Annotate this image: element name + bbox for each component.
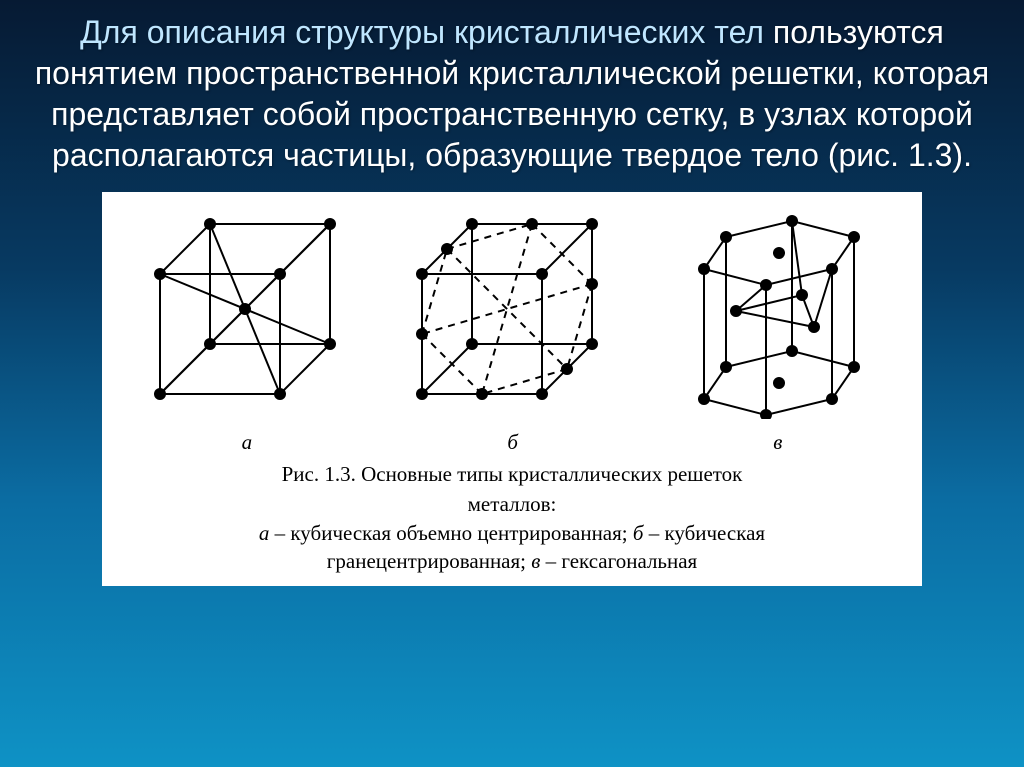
caption-c-prefix: в bbox=[531, 549, 540, 573]
figure-letters: а б в bbox=[114, 430, 910, 455]
caption-a-prefix: а bbox=[259, 521, 270, 545]
figure: а б в Рис. 1.3. Основные типы кристаллич… bbox=[102, 192, 922, 586]
slide: Для описания структуры кристаллических т… bbox=[0, 0, 1024, 767]
lattice-bcc bbox=[140, 204, 350, 419]
caption-line2: металлов: bbox=[114, 491, 910, 519]
lattice-fcc bbox=[402, 204, 612, 419]
caption-line1: Рис. 1.3. Основные типы кристаллических … bbox=[114, 461, 910, 489]
caption-line3: а – кубическая объемно центрированная; б… bbox=[259, 521, 765, 545]
caption-line4-text1: гранецентрированная; bbox=[327, 549, 531, 573]
lattice-hcp bbox=[664, 199, 884, 424]
lattice-row bbox=[114, 198, 910, 426]
caption-b-prefix: б bbox=[633, 521, 644, 545]
hcp-svg bbox=[664, 199, 884, 419]
caption-line4: гранецентрированная; в – гексагональная bbox=[327, 549, 697, 573]
headline: Для описания структуры кристаллических т… bbox=[0, 0, 1024, 176]
letter-c: в bbox=[773, 430, 782, 455]
caption-line4-text2: – гексагональная bbox=[540, 549, 697, 573]
figure-caption: Рис. 1.3. Основные типы кристаллических … bbox=[114, 461, 910, 576]
fcc-svg bbox=[402, 204, 612, 414]
letter-a: а bbox=[242, 430, 253, 455]
caption-a-text: – кубическая объемно центрированная; bbox=[269, 521, 632, 545]
headline-accent: Для описания структуры кристаллических т… bbox=[80, 14, 764, 50]
letter-b: б bbox=[507, 430, 518, 455]
caption-b-text: – кубическая bbox=[643, 521, 765, 545]
bcc-svg bbox=[140, 204, 350, 414]
